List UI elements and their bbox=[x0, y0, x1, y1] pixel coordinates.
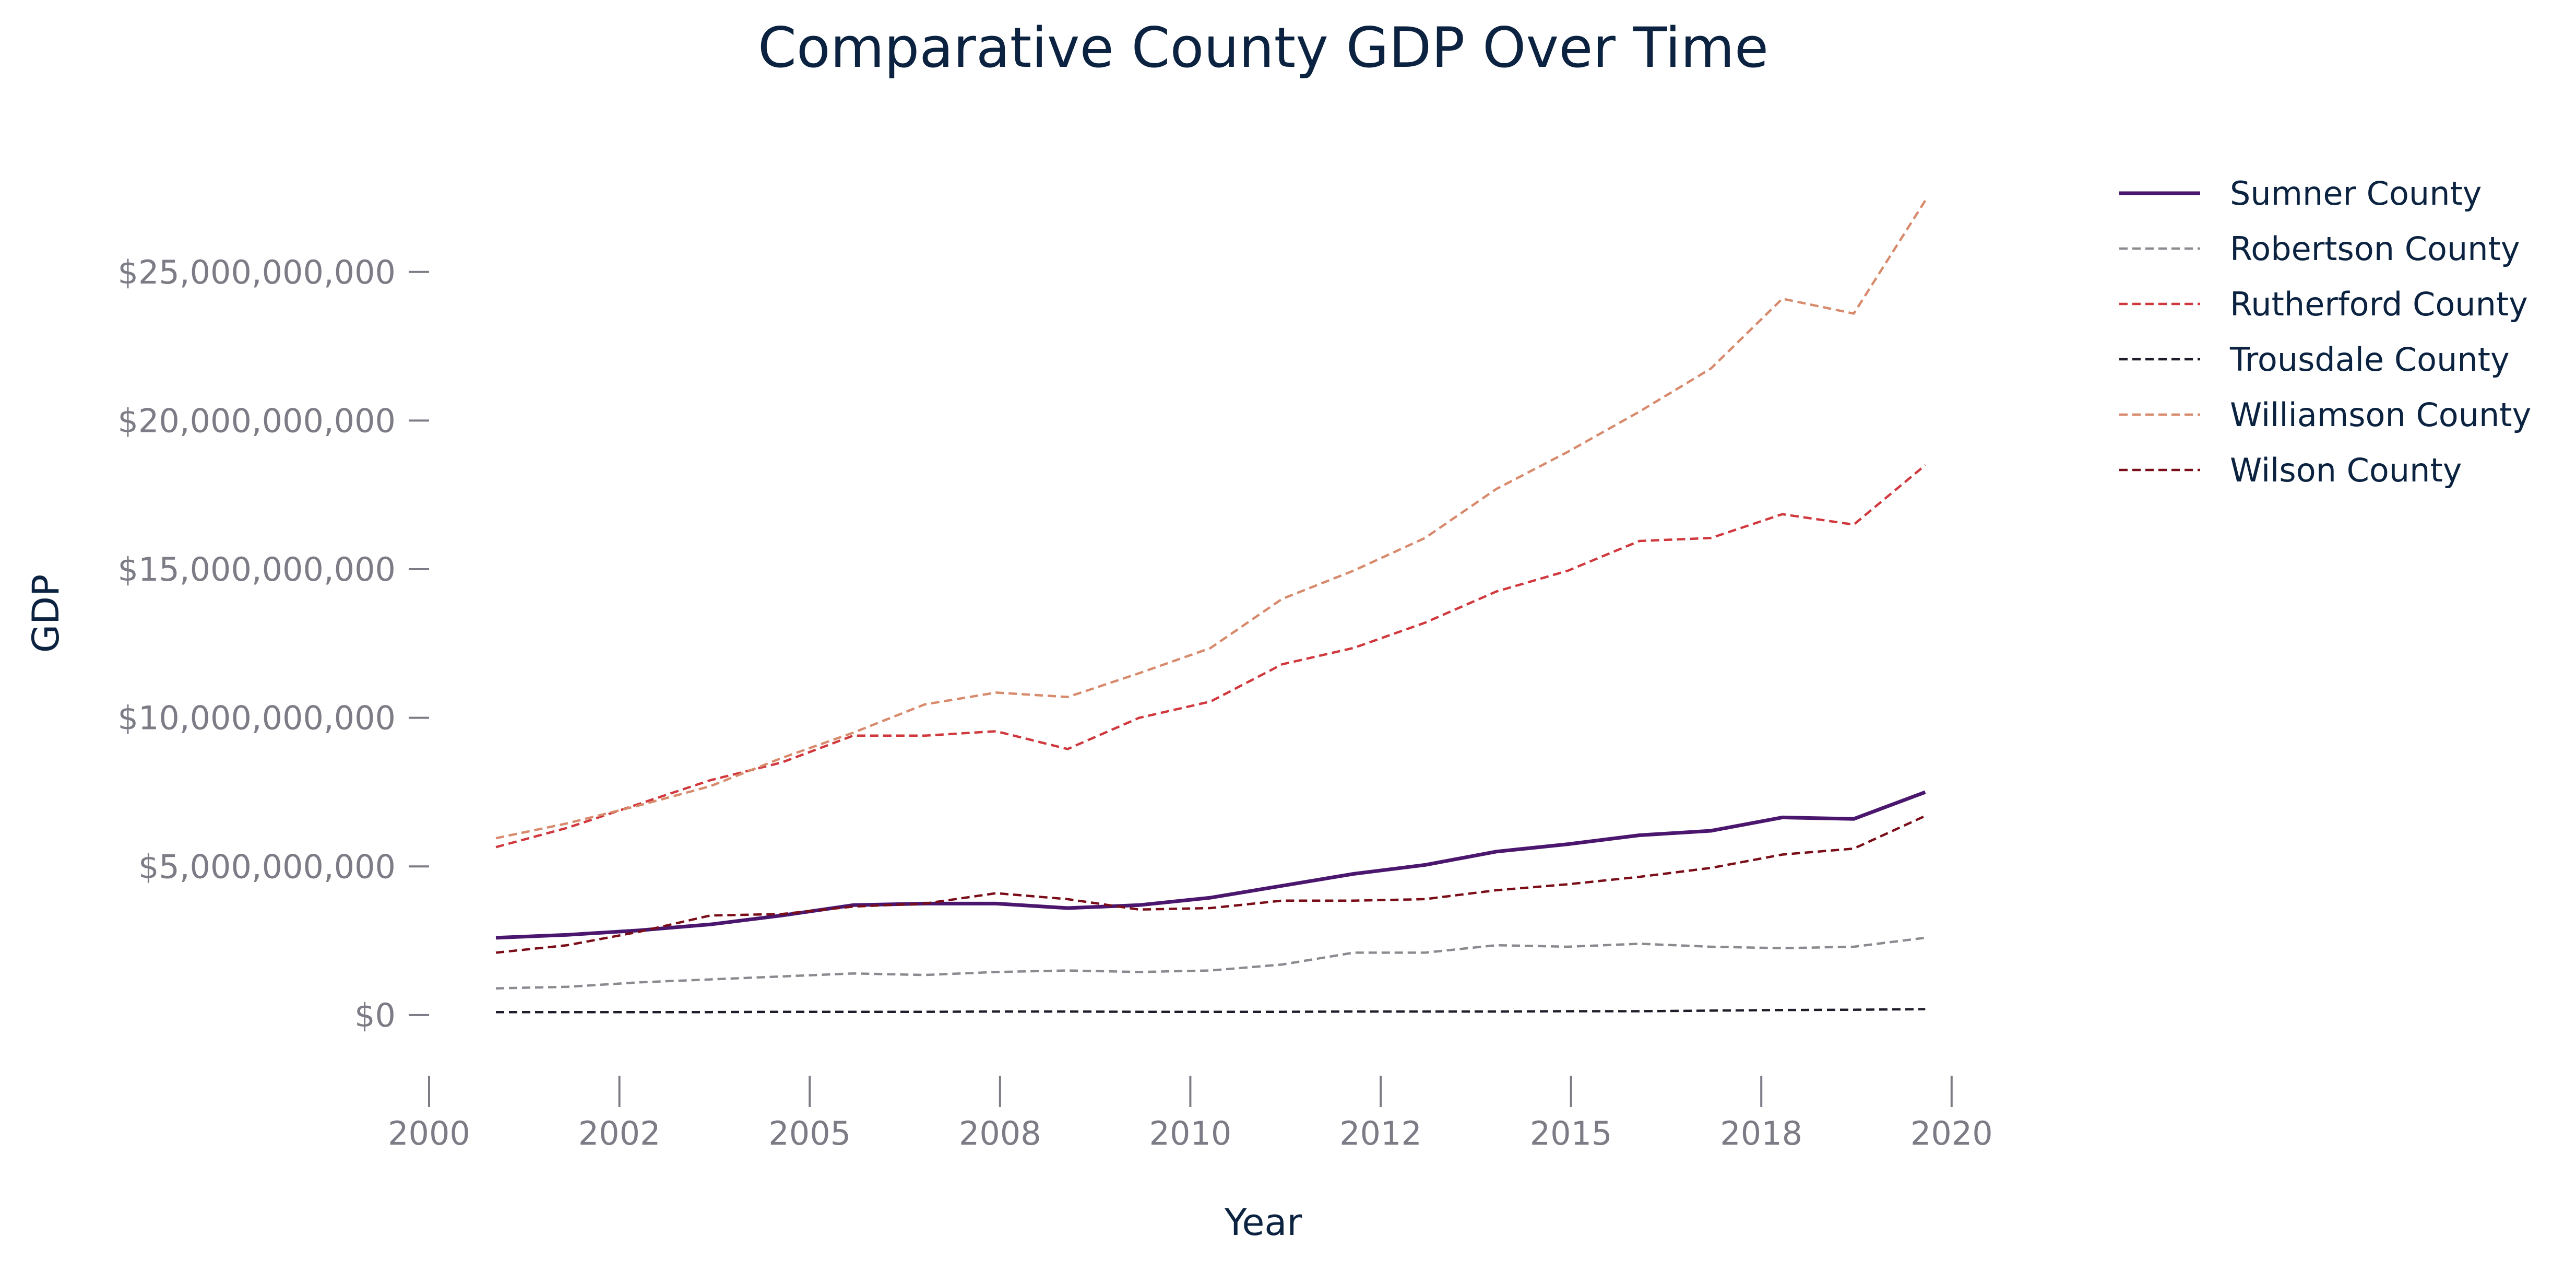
y-tick-label: $15,000,000,000 bbox=[118, 550, 396, 589]
series-line-wilson-county bbox=[495, 815, 1926, 954]
legend-label: Trousdale County bbox=[2229, 340, 2510, 379]
x-tick-label: 2002 bbox=[578, 1114, 661, 1152]
series-line-sumner-county bbox=[495, 790, 1926, 940]
series-line-trousdale-county bbox=[496, 1008, 1926, 1014]
x-tick-label: 2005 bbox=[768, 1114, 851, 1152]
y-tick-label: $25,000,000,000 bbox=[118, 253, 396, 291]
series-line-robertson-county bbox=[495, 936, 1926, 990]
y-tick-label: $10,000,000,000 bbox=[118, 699, 396, 737]
legend-label: Williamson County bbox=[2230, 396, 2531, 434]
x-tick-label: 2010 bbox=[1149, 1114, 1232, 1152]
x-tick-label: 2012 bbox=[1339, 1114, 1422, 1152]
series-line-rutherford-county bbox=[495, 464, 1926, 849]
chart-title: Comparative County GDP Over Time bbox=[758, 16, 1768, 80]
x-tick-label: 2018 bbox=[1720, 1114, 1802, 1152]
y-tick-label: $0 bbox=[354, 996, 396, 1034]
x-tick-label: 2000 bbox=[388, 1114, 470, 1152]
x-tick-label: 2008 bbox=[959, 1114, 1041, 1152]
y-tick-label: $20,000,000,000 bbox=[118, 402, 396, 440]
legend-label: Sumner County bbox=[2230, 174, 2482, 213]
legend-label: Rutherford County bbox=[2230, 285, 2528, 323]
y-axis-title: GDP bbox=[25, 574, 67, 653]
series-layer bbox=[495, 199, 1927, 1014]
legend-label: Wilson County bbox=[2230, 451, 2462, 489]
x-tick-label: 2020 bbox=[1910, 1114, 1993, 1152]
x-tick-label: 2015 bbox=[1530, 1114, 1612, 1152]
y-axis: $0 $5,000,000,000 $10,000,000,000 $15,000,0… bbox=[118, 253, 429, 1034]
x-axis-title: Year bbox=[1224, 1201, 1302, 1244]
series-line-williamson-county bbox=[495, 199, 1927, 840]
legend: Sumner County Robertson County Rutherford … bbox=[2119, 174, 2531, 489]
legend-label: Robertson County bbox=[2230, 230, 2520, 268]
x-axis: 2000 2002 2005 2008 2010 2012 2015 2018 2020 bbox=[388, 1076, 1993, 1152]
y-tick-label: $5,000,000,000 bbox=[138, 848, 396, 886]
